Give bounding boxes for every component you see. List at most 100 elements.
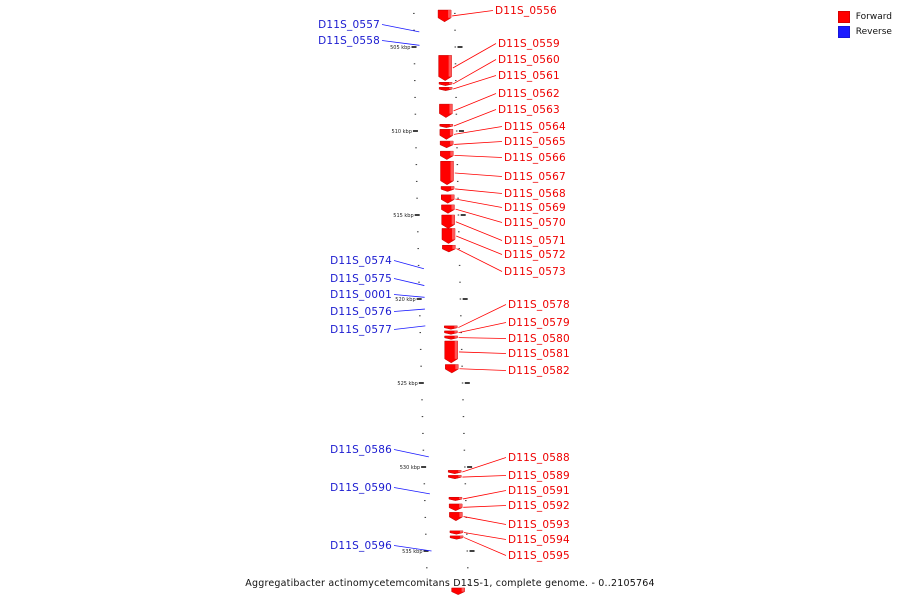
forward-gene-shade xyxy=(451,186,455,190)
reverse-gene-label[interactable]: D11S_0558 xyxy=(318,35,380,47)
minor-tick xyxy=(455,113,458,115)
forward-gene-label[interactable]: D11S_0562 xyxy=(498,88,560,100)
forward-gene-label[interactable]: D11S_0593 xyxy=(508,519,570,531)
major-tick xyxy=(458,130,464,132)
forward-gene-label[interactable]: D11S_0581 xyxy=(508,348,570,360)
minor-tick xyxy=(462,416,465,418)
forward-gene-label[interactable]: D11S_0564 xyxy=(504,121,566,133)
forward-gene-label[interactable]: D11S_0571 xyxy=(504,235,566,247)
forward-gene-label[interactable]: D11S_0582 xyxy=(508,365,570,377)
reverse-gene-label[interactable]: D11S_0586 xyxy=(330,444,392,456)
minor-tick xyxy=(414,96,416,98)
forward-gene-label[interactable]: D11S_0579 xyxy=(508,317,570,329)
forward-gene-shade xyxy=(452,245,456,249)
minor-tick xyxy=(419,332,422,334)
reverse-label-connector xyxy=(393,260,425,270)
forward-gene-label[interactable]: D11S_0572 xyxy=(504,249,566,261)
reverse-gene-label[interactable]: D11S_0001 xyxy=(330,289,392,301)
forward-gene-label[interactable]: D11S_0565 xyxy=(504,136,566,148)
legend-forward-label: Forward xyxy=(855,11,892,22)
forward-gene-label[interactable]: D11S_0594 xyxy=(508,534,570,546)
forward-label-connector xyxy=(458,322,507,333)
reverse-gene-label[interactable]: D11S_0577 xyxy=(330,324,392,336)
forward-gene-label[interactable]: D11S_0559 xyxy=(498,38,560,50)
minor-tick xyxy=(426,567,428,569)
forward-gene-label[interactable]: D11S_0566 xyxy=(504,152,566,164)
forward-gene-label[interactable]: D11S_0556 xyxy=(495,5,557,17)
minor-tick xyxy=(464,466,466,468)
minor-tick xyxy=(422,432,424,434)
forward-gene-label[interactable]: D11S_0561 xyxy=(498,70,560,82)
reverse-gene-label[interactable]: D11S_0596 xyxy=(330,540,392,552)
minor-tick xyxy=(463,449,466,451)
minor-tick xyxy=(415,147,417,149)
reverse-gene-label[interactable]: D11S_0590 xyxy=(330,482,392,494)
forward-gene-label[interactable]: D11S_0588 xyxy=(508,452,570,464)
minor-tick xyxy=(424,516,427,518)
reverse-label-connector xyxy=(393,325,426,330)
forward-gene-label[interactable]: D11S_0563 xyxy=(498,104,560,116)
minor-tick xyxy=(460,315,462,317)
forward-gene-shade xyxy=(451,228,455,240)
reverse-gene-label[interactable]: D11S_0575 xyxy=(330,273,392,285)
forward-gene-shade xyxy=(451,194,455,200)
forward-gene-shade xyxy=(450,151,454,156)
forward-gene-shade xyxy=(454,325,458,328)
forward-label-connector xyxy=(452,43,497,69)
reverse-gene-label[interactable]: D11S_0576 xyxy=(330,306,392,318)
tick-label: 530 kbp xyxy=(400,465,420,471)
legend-reverse-label: Reverse xyxy=(855,26,892,37)
legend-forward[interactable]: Forward xyxy=(837,9,892,24)
forward-gene-label[interactable]: D11S_0569 xyxy=(504,202,566,214)
forward-gene-label[interactable]: D11S_0570 xyxy=(504,217,566,229)
forward-label-connector xyxy=(453,109,497,127)
minor-tick xyxy=(417,248,419,250)
minor-tick xyxy=(414,113,417,115)
major-tick xyxy=(464,382,470,384)
reverse-gene-label[interactable]: D11S_0557 xyxy=(318,19,380,31)
forward-gene-label[interactable]: D11S_0595 xyxy=(508,550,570,562)
tick-label: 505 kbp xyxy=(390,45,410,51)
forward-gene-label[interactable]: D11S_0589 xyxy=(508,470,570,482)
forward-label-connector xyxy=(462,457,507,473)
forward-gene-label[interactable]: D11S_0578 xyxy=(508,299,570,311)
forward-gene-shade xyxy=(461,587,465,592)
minor-tick xyxy=(455,130,458,132)
major-tick xyxy=(418,382,424,384)
forward-gene-label[interactable]: D11S_0592 xyxy=(508,500,570,512)
reverse-label-connector xyxy=(393,308,425,312)
minor-tick xyxy=(467,567,469,569)
minor-tick xyxy=(421,399,423,401)
forward-gene-label[interactable]: D11S_0591 xyxy=(508,485,570,497)
forward-label-connector xyxy=(454,172,503,177)
forward-gene-shade xyxy=(451,215,455,225)
major-tick xyxy=(462,298,468,300)
forward-label-connector xyxy=(453,126,503,135)
minor-tick xyxy=(456,147,458,149)
forward-gene-label[interactable]: D11S_0568 xyxy=(504,188,566,200)
major-tick xyxy=(467,466,473,468)
minor-tick xyxy=(419,315,421,317)
minor-tick xyxy=(454,29,456,31)
minor-tick xyxy=(467,584,470,586)
forward-gene-shade xyxy=(450,141,454,145)
major-tick xyxy=(411,46,417,48)
tick-label: 535 kbp xyxy=(402,549,422,555)
forward-gene-label[interactable]: D11S_0580 xyxy=(508,333,570,345)
reverse-gene-label[interactable]: D11S_0574 xyxy=(330,255,392,267)
legend-reverse[interactable]: Reverse xyxy=(837,24,892,39)
minor-tick xyxy=(413,63,416,65)
minor-tick xyxy=(455,80,457,82)
major-tick xyxy=(423,550,429,552)
forward-gene-shade xyxy=(454,330,458,333)
minor-tick xyxy=(414,80,416,82)
forward-gene-label[interactable]: D11S_0567 xyxy=(504,171,566,183)
minor-tick xyxy=(454,63,457,65)
forward-label-connector xyxy=(458,351,507,354)
forward-gene-label[interactable]: D11S_0573 xyxy=(504,266,566,278)
forward-gene-shade xyxy=(448,55,452,77)
forward-label-connector xyxy=(463,516,507,525)
reverse-label-connector xyxy=(381,24,420,33)
minor-tick xyxy=(421,416,424,418)
forward-gene-label[interactable]: D11S_0560 xyxy=(498,54,560,66)
